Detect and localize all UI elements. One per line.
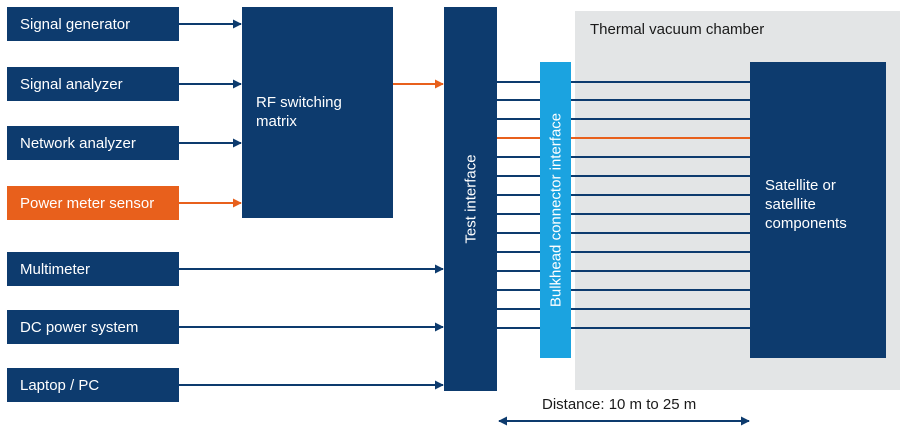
- dc-power-system-box: DC power system: [7, 310, 179, 344]
- signal-analyzer-box: Signal analyzer: [7, 67, 179, 101]
- signal-analyzer-label: Signal analyzer: [20, 75, 123, 93]
- test-interface-bar: Test interface: [444, 7, 497, 391]
- chamber-label: Thermal vacuum chamber: [590, 21, 765, 38]
- bulkhead-label: Bulkhead connector interface: [547, 112, 564, 308]
- signal-generator-label: Signal generator: [20, 15, 131, 33]
- laptop-pc-box: Laptop / PC: [7, 368, 179, 402]
- power-meter-sensor-label: Power meter sensor: [20, 194, 155, 212]
- rf-switching-matrix-box: RF switching matrix: [242, 7, 393, 218]
- test-interface-label: Test interface: [462, 154, 479, 244]
- multimeter-box: Multimeter: [7, 252, 179, 286]
- multimeter-label: Multimeter: [20, 260, 91, 278]
- network-analyzer-label: Network analyzer: [20, 134, 136, 152]
- network-analyzer-box: Network analyzer: [7, 126, 179, 160]
- power-meter-sensor-box: Power meter sensor: [7, 186, 179, 220]
- cable-bundle: [497, 81, 750, 329]
- rf-switching-matrix-label: RF switching matrix: [256, 94, 342, 130]
- distance-label: Distance: 10 m to 25 m: [542, 396, 697, 413]
- laptop-pc-label: Laptop / PC: [20, 376, 100, 394]
- satellite-box: Satellite or satellite components: [750, 62, 886, 358]
- bulkhead-connector-interface: Bulkhead connector interface: [540, 62, 571, 358]
- signal-generator-box: Signal generator: [7, 7, 179, 41]
- satellite-label: Satellite or satellite components: [765, 177, 847, 232]
- dc-power-system-label: DC power system: [20, 318, 139, 336]
